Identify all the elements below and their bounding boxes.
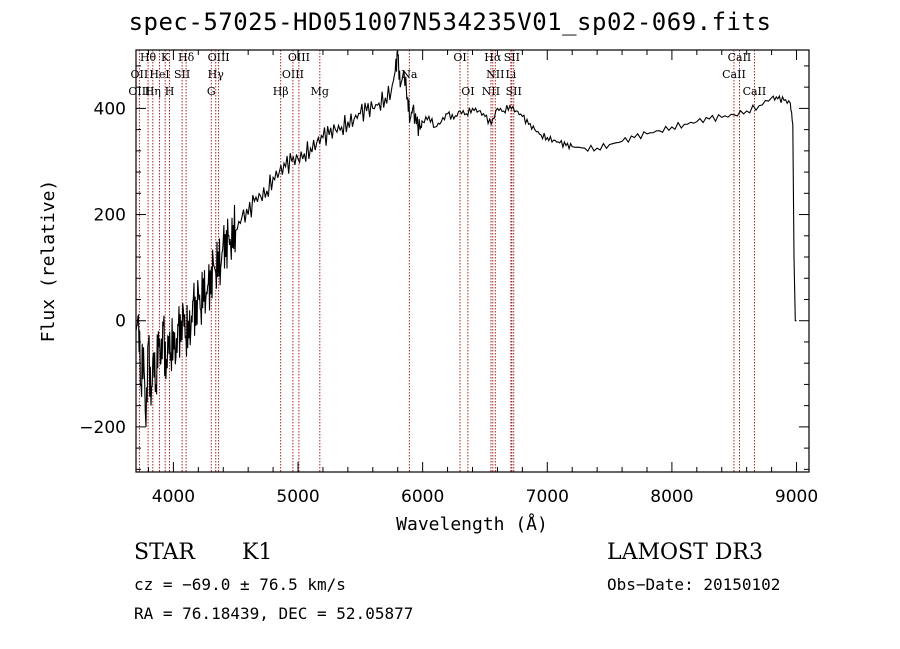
plot-frame: [135, 49, 810, 473]
x-tick-label-9000: 9000: [775, 487, 818, 507]
line-label-12: OIII: [288, 51, 310, 64]
line-label-27: CaII: [743, 85, 767, 98]
x-tick-label-7000: 7000: [526, 487, 569, 507]
y-tick-label-0: 0: [115, 312, 126, 332]
line-label-10: Hγ: [208, 68, 225, 81]
survey-name: LAMOST DR3: [607, 540, 763, 565]
y-axis-label: Flux (relative): [38, 180, 59, 343]
line-label-18: OI: [461, 85, 474, 98]
spectrum-line: [135, 51, 797, 427]
line-label-25: CaII: [728, 51, 752, 64]
x-axis-label: Wavelength (Å): [396, 513, 548, 535]
y-tick-label--200: −200: [79, 418, 126, 438]
y-tick-label-400: 400: [94, 99, 126, 119]
line-label-13: OIII: [282, 68, 304, 81]
line-label-1: OII: [131, 68, 149, 81]
line-label-2: OIII: [128, 85, 150, 98]
x-tick-label-4000: 4000: [152, 487, 195, 507]
line-markers: [138, 50, 755, 472]
line-label-11: G: [207, 85, 216, 98]
line-label-5: Hη: [145, 85, 161, 98]
line-label-7: SII: [174, 68, 190, 81]
object-subclass: K1: [242, 540, 273, 565]
line-label-8: H: [165, 85, 175, 98]
chart-title: spec-57025-HD051007N534235V01_sp02-069.f…: [128, 8, 772, 36]
line-label-22: Li: [505, 68, 516, 81]
x-tick-label-6000: 6000: [401, 487, 444, 507]
line-label-14: Hβ: [273, 85, 289, 98]
y-tick-label-200: 200: [94, 206, 126, 226]
line-label-20: SII: [504, 51, 520, 64]
line-label-3: K: [161, 51, 170, 64]
object-class: STAR: [134, 540, 195, 565]
x-tick-label-5000: 5000: [276, 487, 319, 507]
line-label-15: Mg: [311, 85, 329, 98]
x-axis-ticks: 4000 5000 6000 7000 8000 9000: [147, 50, 818, 507]
line-labels: Hθ OII OIII K HeI Hη Hδ SII H OIII Hγ G OIII OIII Hβ Mg…: [128, 51, 766, 98]
line-label-24: SII: [506, 85, 522, 98]
line-label-0: Hθ: [140, 51, 157, 64]
line-label-23: NII: [482, 85, 500, 98]
line-label-17: OI: [453, 51, 466, 64]
line-label-21: NII: [486, 68, 504, 81]
y-axis-ticks: −200 0 200 400: [79, 65, 809, 470]
x-tick-label-8000: 8000: [650, 487, 693, 507]
coordinates-text: RA = 76.18439, DEC = 52.05877: [134, 604, 414, 623]
line-label-6: Hδ: [178, 51, 195, 64]
observation-date: Obs−Date: 20150102: [607, 575, 781, 594]
line-label-9: OIII: [208, 51, 230, 64]
line-label-4: HeI: [149, 68, 169, 81]
redshift-text: cz = −69.0 ± 76.5 km/s: [134, 575, 346, 594]
line-label-26: CaII: [722, 68, 746, 81]
line-label-19: Hα: [484, 51, 502, 64]
